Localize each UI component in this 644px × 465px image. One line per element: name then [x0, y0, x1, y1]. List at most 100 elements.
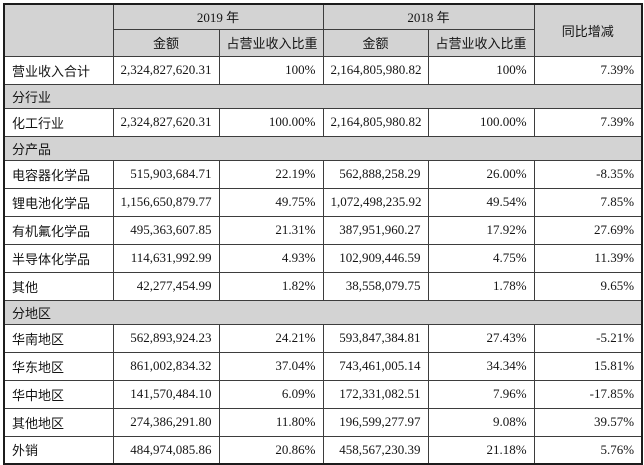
header-year-2018: 2018 年	[322, 3, 535, 30]
header-row-measures: 金额 占营业收入比重 金额 占营业收入比重	[4, 28, 642, 57]
table-row-export-sales: 外销 484,974,085.86 20.86% 458,567,230.39 …	[3, 435, 643, 465]
amount-2019: 2,324,827,620.31	[112, 55, 220, 85]
ratio-2019: 22.19%	[218, 159, 324, 189]
amount-2019: 495,363,607.85	[112, 215, 220, 245]
ratio-2019: 11.80%	[218, 407, 324, 437]
amount-2018: 562,888,258.29	[322, 159, 429, 189]
amount-2018: 196,599,277.97	[322, 407, 429, 437]
amount-2018: 2,164,805,980.82	[322, 107, 429, 137]
amount-2019: 274,386,291.80	[112, 407, 220, 437]
table-row-lithium-battery-chemicals: 锂电池化学品 1,156,650,879.77 49.75% 1,072,498…	[3, 187, 643, 217]
section-row-by-product: 分产品	[3, 135, 643, 161]
header-row-years: 2019 年 2018 年 同比增减	[3, 3, 643, 57]
section-label: 分地区	[3, 299, 643, 325]
amount-2019: 141,570,484.10	[112, 379, 220, 409]
table-row-total-revenue: 营业收入合计 2,324,827,620.31 100% 2,164,805,9…	[3, 55, 643, 85]
amount-2019: 861,002,834.32	[112, 351, 220, 381]
header-ratio-2019: 占营业收入比重	[218, 28, 324, 57]
amount-2018: 2,164,805,980.82	[322, 55, 429, 85]
ratio-2019: 37.04%	[218, 351, 324, 381]
row-label: 华东地区	[3, 351, 114, 381]
yoy-change: 7.39%	[533, 55, 643, 85]
table-row-south-china: 华南地区 562,893,924.23 24.21% 593,847,384.8…	[3, 323, 643, 353]
amount-2019: 1,156,650,879.77	[112, 187, 220, 217]
header-yoy-change: 同比增减	[533, 3, 643, 57]
row-label: 半导体化学品	[3, 243, 114, 273]
ratio-2018: 27.43%	[427, 323, 535, 353]
row-label: 华南地区	[3, 323, 114, 353]
yoy-change: 5.76%	[533, 435, 643, 465]
ratio-2018: 17.92%	[427, 215, 535, 245]
row-label: 华中地区	[3, 379, 114, 409]
row-label: 外销	[3, 435, 114, 465]
header-amount-2019: 金额	[112, 28, 220, 57]
ratio-2019: 24.21%	[218, 323, 324, 353]
yoy-change: -5.21%	[533, 323, 643, 353]
yoy-change: 7.39%	[533, 107, 643, 137]
ratio-2018: 4.75%	[427, 243, 535, 273]
amount-2018: 1,072,498,235.92	[322, 187, 429, 217]
ratio-2018: 100.00%	[427, 107, 535, 137]
yoy-change: 15.81%	[533, 351, 643, 381]
yoy-change: 9.65%	[533, 271, 643, 301]
ratio-2019: 21.31%	[218, 215, 324, 245]
table-row-organic-fluorine-chemicals: 有机氟化学品 495,363,607.85 21.31% 387,951,960…	[3, 215, 643, 245]
row-label: 有机氟化学品	[3, 215, 114, 245]
table-row-other-products: 其他 42,277,454.99 1.82% 38,558,079.75 1.7…	[3, 271, 643, 301]
yoy-change: 7.85%	[533, 187, 643, 217]
amount-2019: 562,893,924.23	[112, 323, 220, 353]
amount-2018: 38,558,079.75	[322, 271, 429, 301]
ratio-2019: 20.86%	[218, 435, 324, 465]
ratio-2019: 100.00%	[218, 107, 324, 137]
amount-2018: 387,951,960.27	[322, 215, 429, 245]
amount-2019: 515,903,684.71	[112, 159, 220, 189]
amount-2018: 102,909,446.59	[322, 243, 429, 273]
amount-2018: 458,567,230.39	[322, 435, 429, 465]
ratio-2019: 100%	[218, 55, 324, 85]
section-row-by-industry: 分行业	[3, 83, 643, 109]
header-ratio-2018: 占营业收入比重	[427, 28, 535, 57]
table-row-semiconductor-chemicals: 半导体化学品 114,631,992.99 4.93% 102,909,446.…	[3, 243, 643, 273]
yoy-change: -8.35%	[533, 159, 643, 189]
ratio-2019: 1.82%	[218, 271, 324, 301]
section-row-by-region: 分地区	[3, 299, 643, 325]
yoy-change: 11.39%	[533, 243, 643, 273]
ratio-2018: 7.96%	[427, 379, 535, 409]
ratio-2018: 21.18%	[427, 435, 535, 465]
ratio-2019: 6.09%	[218, 379, 324, 409]
header-amount-2018: 金额	[322, 28, 429, 57]
row-label: 营业收入合计	[3, 55, 114, 85]
row-label: 其他	[3, 271, 114, 301]
row-label: 其他地区	[3, 407, 114, 437]
header-year-2019: 2019 年	[112, 3, 324, 30]
row-label: 电容器化学品	[3, 159, 114, 189]
ratio-2018: 26.00%	[427, 159, 535, 189]
ratio-2018: 34.34%	[427, 351, 535, 381]
row-label: 锂电池化学品	[3, 187, 114, 217]
ratio-2018: 49.54%	[427, 187, 535, 217]
section-label: 分行业	[3, 83, 643, 109]
amount-2018: 743,461,005.14	[322, 351, 429, 381]
ratio-2018: 100%	[427, 55, 535, 85]
table-row-capacitor-chemicals: 电容器化学品 515,903,684.71 22.19% 562,888,258…	[3, 159, 643, 189]
table-row-chemical-industry: 化工行业 2,324,827,620.31 100.00% 2,164,805,…	[3, 107, 643, 137]
amount-2018: 172,331,082.51	[322, 379, 429, 409]
yoy-change: 39.57%	[533, 407, 643, 437]
ratio-2018: 1.78%	[427, 271, 535, 301]
table-row-other-regions: 其他地区 274,386,291.80 11.80% 196,599,277.9…	[3, 407, 643, 437]
table-row-central-china: 华中地区 141,570,484.10 6.09% 172,331,082.51…	[3, 379, 643, 409]
ratio-2019: 49.75%	[218, 187, 324, 217]
yoy-change: 27.69%	[533, 215, 643, 245]
ratio-2018: 9.08%	[427, 407, 535, 437]
amount-2019: 484,974,085.86	[112, 435, 220, 465]
ratio-2019: 4.93%	[218, 243, 324, 273]
yoy-change: -17.85%	[533, 379, 643, 409]
row-label: 化工行业	[3, 107, 114, 137]
amount-2019: 114,631,992.99	[112, 243, 220, 273]
amount-2019: 42,277,454.99	[112, 271, 220, 301]
table-row-east-china: 华东地区 861,002,834.32 37.04% 743,461,005.1…	[3, 351, 643, 381]
amount-2018: 593,847,384.81	[322, 323, 429, 353]
amount-2019: 2,324,827,620.31	[112, 107, 220, 137]
header-empty-cell	[3, 3, 114, 57]
revenue-breakdown-table: 2019 年 2018 年 同比增减 金额 占营业收入比重 金额 占营业收入比重…	[3, 3, 644, 465]
